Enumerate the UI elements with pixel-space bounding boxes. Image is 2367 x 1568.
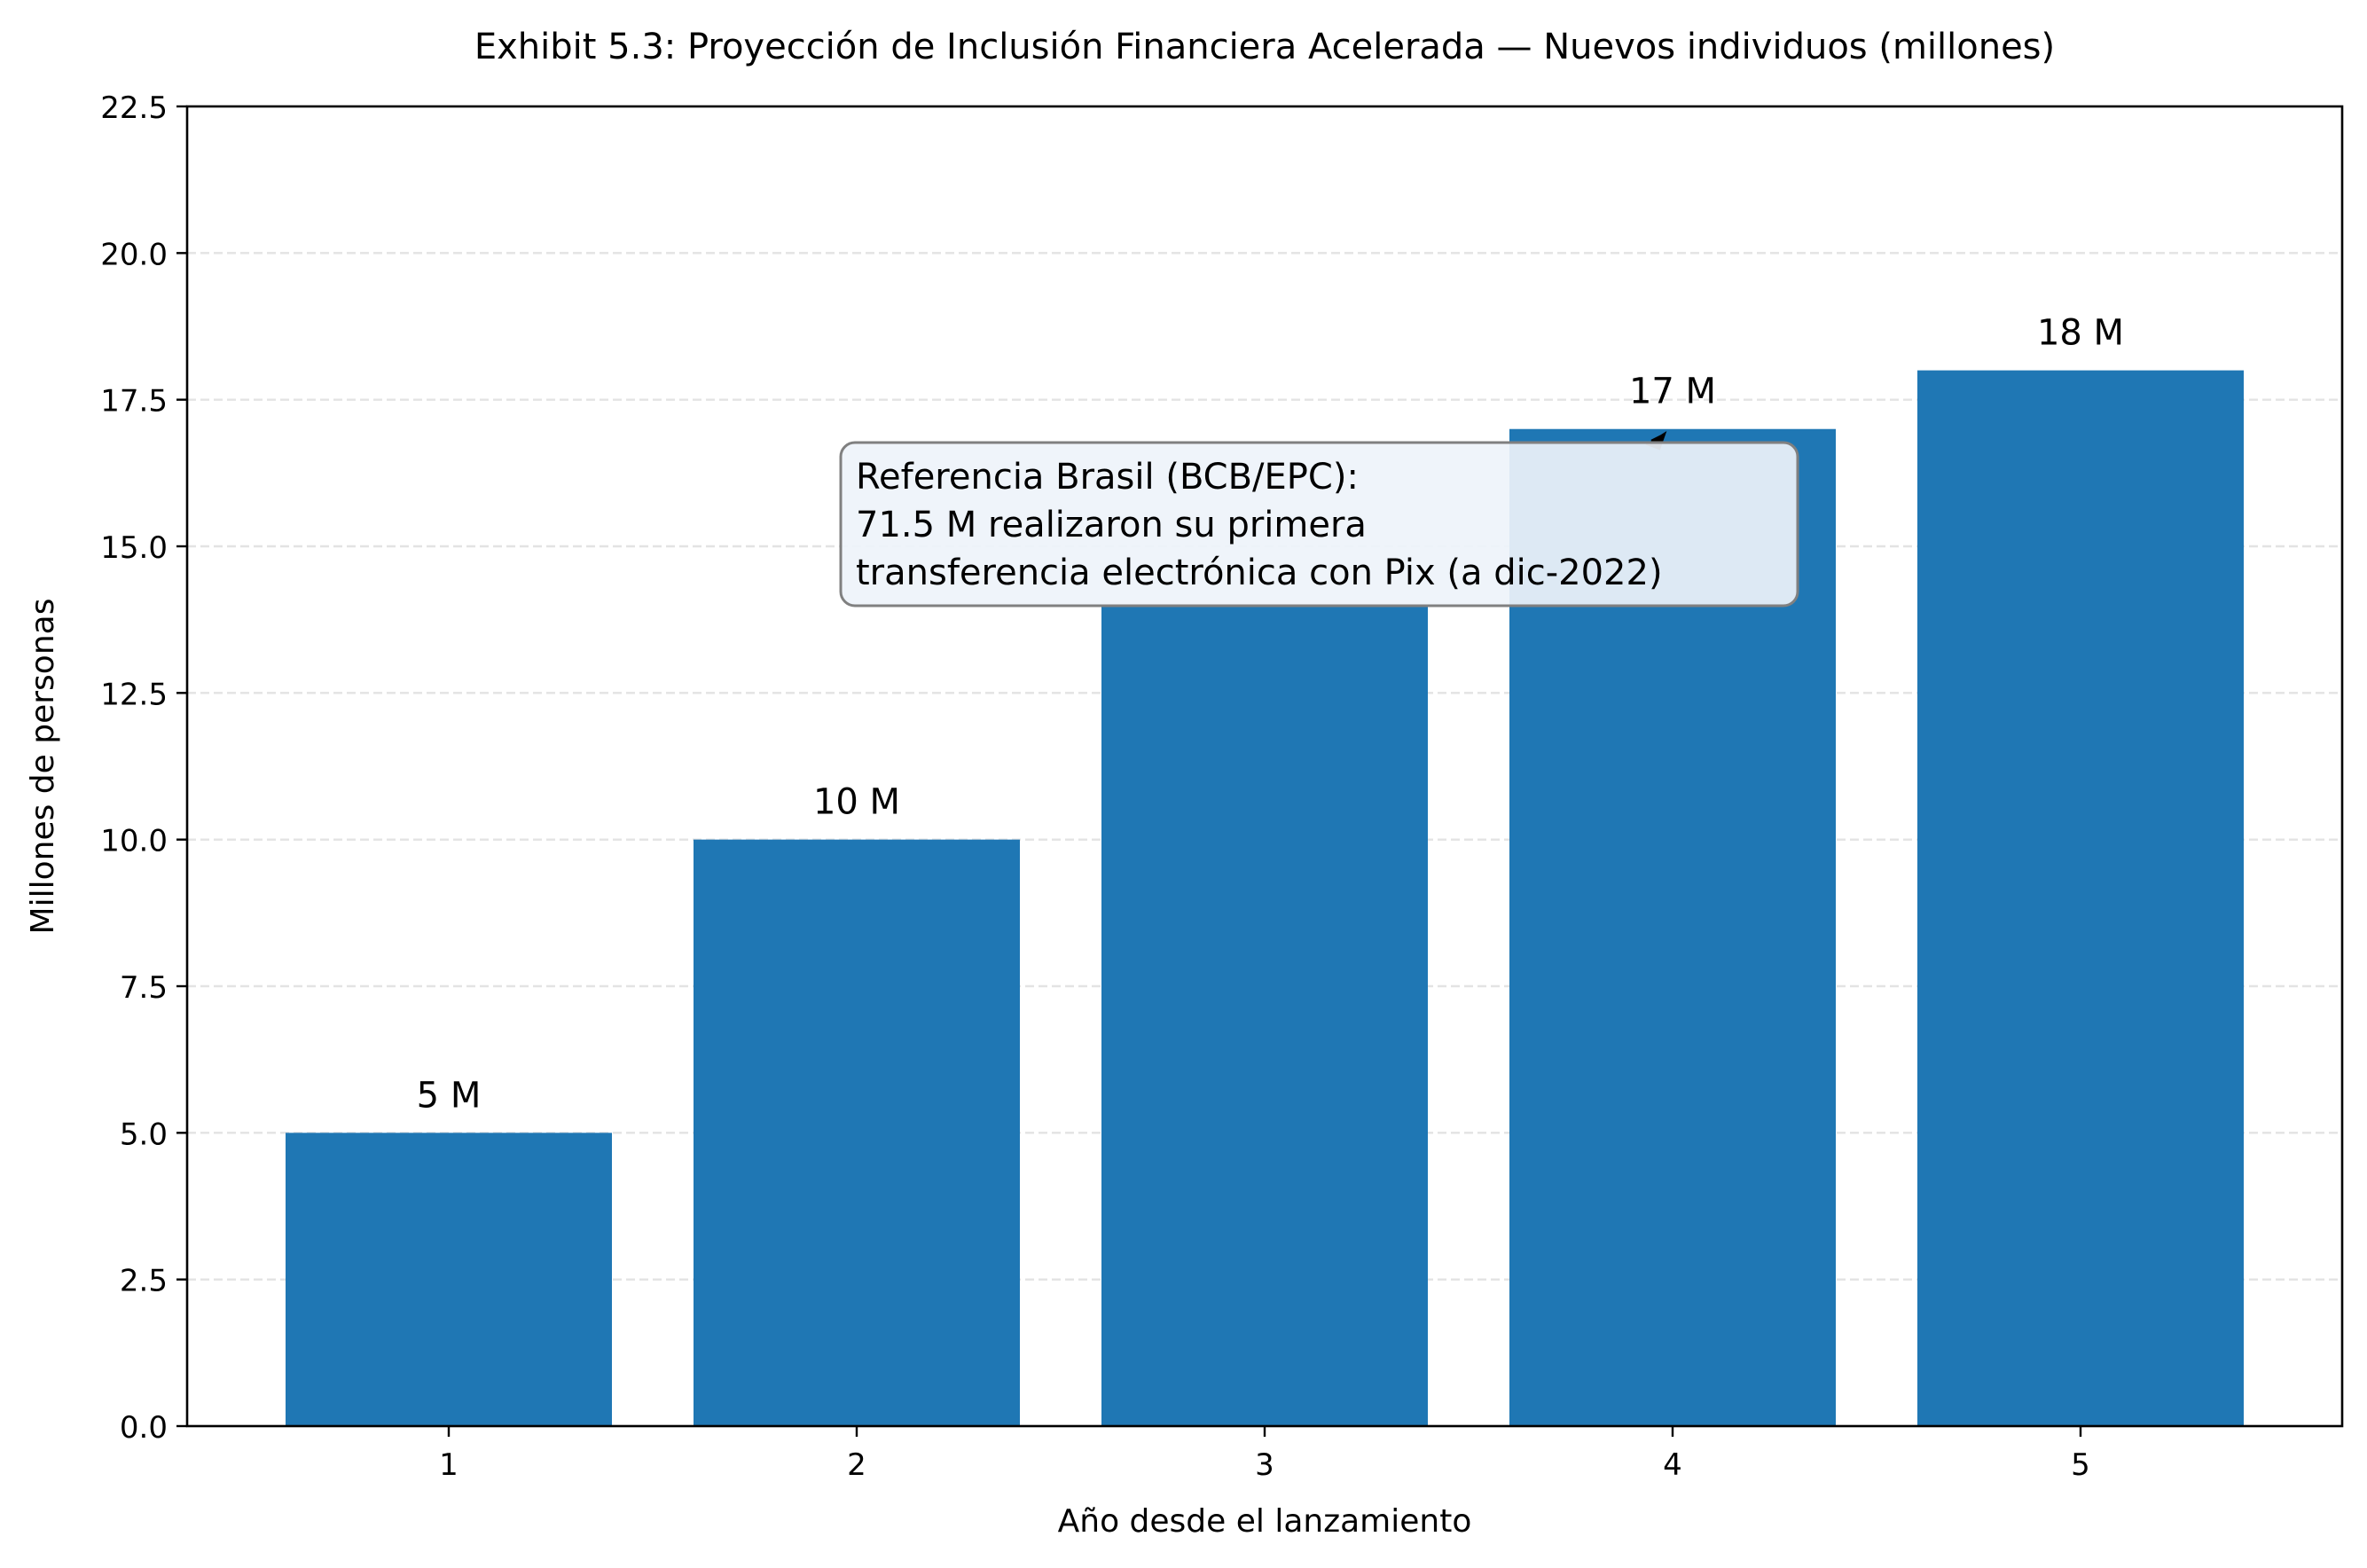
y-tick-label: 12.5: [100, 677, 168, 712]
data-labels: 5 M 10 M 17 M 18 M: [417, 313, 2124, 1117]
y-axis-label: Millones de personas: [25, 599, 61, 935]
x-tick-label: 1: [439, 1447, 459, 1483]
y-tick-label: 5.0: [120, 1117, 168, 1152]
y-axis-ticks: 0.0 2.5 5.0 7.5 10.0 12.5 15.0 17.5 20.0 22.5: [100, 90, 187, 1446]
reference-annotation: Referencia Brasil (BCB/EPC): 71.5 M real…: [839, 431, 1799, 608]
x-tick-label: 5: [2071, 1447, 2090, 1483]
x-tick-label: 2: [847, 1447, 866, 1483]
y-tick-label: 22.5: [100, 90, 168, 126]
annotation-box: [839, 441, 1799, 608]
bar: [1917, 370, 2244, 1427]
y-tick-label: 0.0: [120, 1410, 168, 1446]
x-tick-label: 4: [1663, 1447, 1682, 1483]
y-tick-label: 10.0: [100, 824, 168, 859]
chart-title: Exhibit 5.3: Proyección de Inclusión Fin…: [474, 27, 2055, 67]
data-label: 10 M: [813, 782, 900, 823]
bar: [1101, 605, 1428, 1426]
y-tick-label: 15.0: [100, 530, 168, 566]
y-tick-label: 20.0: [100, 237, 168, 272]
x-axis-ticks: 1 2 3 4 5: [439, 1426, 2090, 1483]
data-label: 17 M: [1629, 372, 1716, 412]
data-label: 5 M: [417, 1075, 482, 1116]
y-tick-label: 7.5: [120, 970, 168, 1006]
bar: [694, 839, 1020, 1426]
annotation-line-2: 71.5 M realizaron su primera: [856, 505, 1367, 545]
y-tick-label: 17.5: [100, 384, 168, 419]
annotation-line-3: transferencia electrónica con Pix (a dic…: [856, 553, 1663, 593]
x-axis-label: Año desde el lanzamiento: [1058, 1503, 1472, 1540]
x-tick-label: 3: [1255, 1447, 1274, 1483]
y-tick-label: 2.5: [120, 1264, 168, 1299]
annotation-line-1: Referencia Brasil (BCB/EPC):: [856, 457, 1359, 498]
bar: [286, 1133, 612, 1426]
data-label: 18 M: [2037, 313, 2124, 354]
